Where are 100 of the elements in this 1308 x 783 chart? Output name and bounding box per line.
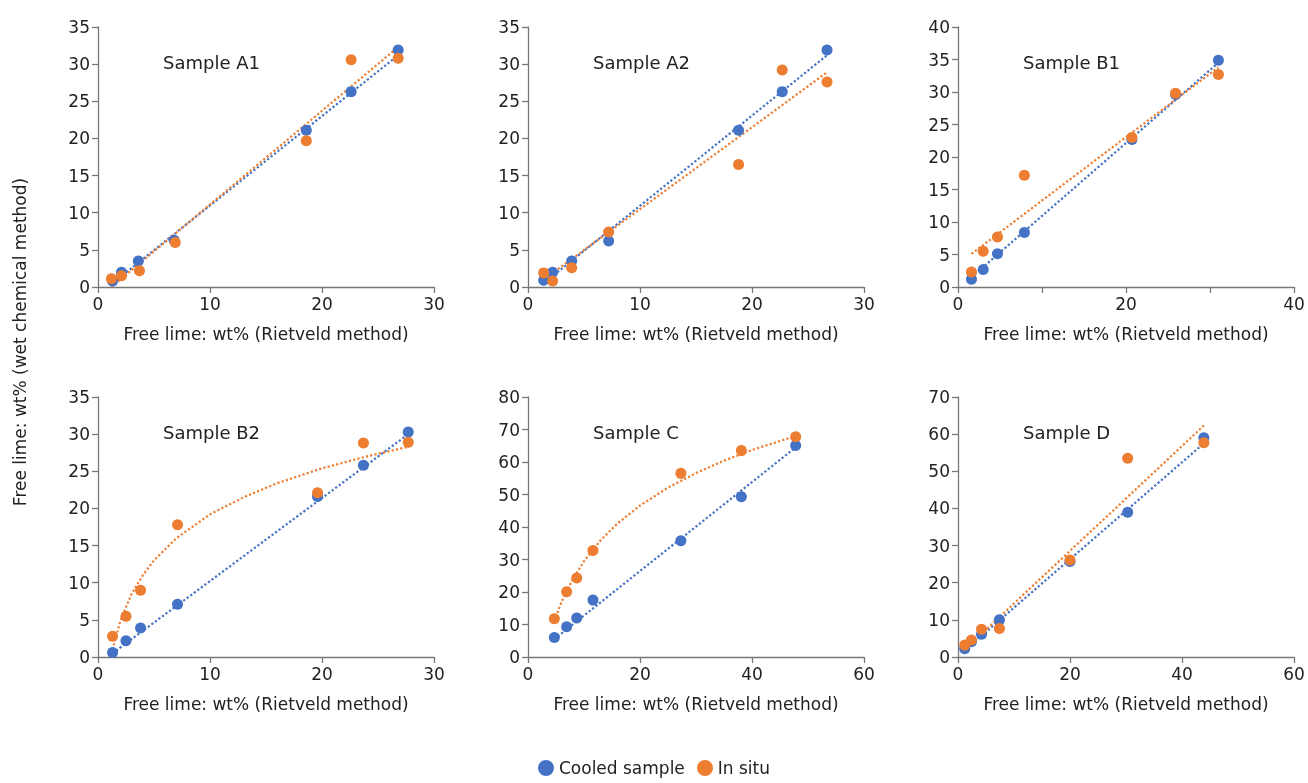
point (991, 231, 1003, 243)
legend-label: In situ (716, 758, 771, 778)
point (735, 445, 747, 457)
y-axis-title: Free lime: wt% (wet chemical method) (10, 177, 30, 507)
x-tick-label: 0 (92, 663, 104, 684)
x-axis-title: Free lime: wt% (Rietveld method) (983, 323, 1269, 344)
y-tick-label: 30 (498, 54, 520, 75)
point (733, 124, 745, 136)
point (1018, 169, 1030, 181)
point (1198, 437, 1210, 449)
x-tick-label: 0 (522, 663, 534, 684)
x-tick-label: 30 (423, 293, 445, 314)
y-tick-label: 15 (498, 165, 520, 186)
point (107, 647, 119, 659)
y-tick-label: 5 (509, 239, 520, 260)
y-tick-label: 0 (939, 277, 950, 297)
x-axis-title: Free lime: wt% (Rietveld method) (983, 693, 1269, 714)
y-tick-label: 30 (498, 549, 520, 570)
point (107, 630, 119, 642)
point (135, 584, 147, 596)
point (776, 64, 788, 76)
point (566, 262, 578, 274)
x-tick-label: 0 (952, 663, 964, 684)
y-tick-label: 35 (68, 387, 90, 407)
point (300, 124, 312, 136)
point (402, 436, 414, 448)
y-tick-label: 0 (79, 647, 90, 667)
point (116, 270, 128, 282)
y-tick-label: 40 (928, 498, 950, 519)
x-tick-label: 0 (952, 293, 964, 314)
point (561, 586, 573, 598)
point (561, 621, 573, 633)
y-tick-label: 0 (509, 647, 520, 667)
y-tick-label: 20 (68, 128, 90, 149)
y-tick-label: 25 (68, 461, 90, 482)
y-tick-label: 60 (928, 424, 950, 445)
x-tick-label: 20 (741, 293, 763, 314)
point (1212, 54, 1224, 66)
y-tick-label: 10 (498, 614, 520, 635)
point (547, 275, 559, 287)
y-tick-label: 30 (928, 535, 950, 556)
y-tick-label: 20 (928, 572, 950, 593)
y-tick-label: 60 (498, 452, 520, 472)
point (977, 263, 989, 275)
text: Sample A2 (593, 51, 690, 73)
point (571, 612, 583, 624)
x-tick-label: 20 (311, 293, 333, 314)
point (1018, 226, 1030, 238)
x-axis-title: Free lime: wt% (Rietveld method) (123, 693, 409, 714)
point (976, 623, 988, 635)
y-tick-label: 10 (68, 202, 90, 223)
point (357, 437, 369, 449)
text: Sample B2 (163, 421, 261, 443)
legend-label: Cooled sample (557, 758, 685, 778)
point (172, 519, 184, 531)
point (821, 76, 833, 88)
y-tick-label: 5 (79, 239, 90, 260)
y-tick-label: 0 (79, 277, 90, 297)
point (120, 610, 132, 622)
y-tick-label: 5 (79, 609, 90, 630)
x-tick-label: 60 (853, 663, 875, 684)
point (993, 622, 1005, 634)
point (548, 613, 560, 625)
y-tick-label: 20 (928, 147, 950, 167)
text: Sample B1 (1023, 51, 1121, 73)
y-tick-label: 25 (498, 91, 520, 112)
point (548, 632, 560, 643)
y-tick-label: 5 (939, 244, 950, 265)
y-tick-label: 30 (928, 82, 950, 102)
point (345, 86, 357, 98)
point (991, 248, 1003, 260)
point (977, 245, 989, 257)
x-tick-label: 40 (1283, 293, 1305, 314)
y-tick-label: 30 (68, 54, 90, 75)
y-tick-label: 0 (509, 277, 520, 297)
x-tick-label: 10 (629, 293, 651, 314)
x-tick-label: 20 (1115, 293, 1137, 314)
y-tick-label: 70 (498, 419, 520, 440)
point (733, 158, 745, 170)
x-axis-title: Free lime: wt% (Rietveld method) (553, 323, 839, 344)
x-tick-label: 20 (1059, 663, 1081, 684)
x-tick-label: 10 (199, 663, 221, 684)
text: Sample C (593, 421, 679, 443)
x-tick-label: 60 (1283, 663, 1305, 684)
point (587, 594, 599, 606)
y-tick-label: 20 (498, 128, 520, 149)
point (133, 265, 145, 277)
y-tick-label: 0 (939, 647, 950, 667)
point (821, 44, 833, 56)
x-axis-title: Free lime: wt% (Rietveld method) (123, 323, 409, 344)
x-tick-label: 30 (853, 293, 875, 314)
y-tick-label: 20 (68, 498, 90, 519)
point (312, 487, 324, 499)
x-tick-label: 30 (423, 663, 445, 684)
point (1212, 68, 1224, 80)
point (172, 598, 184, 610)
point (571, 572, 583, 584)
point (587, 544, 599, 556)
x-tick-label: 20 (311, 663, 333, 684)
y-tick-label: 40 (498, 517, 520, 537)
